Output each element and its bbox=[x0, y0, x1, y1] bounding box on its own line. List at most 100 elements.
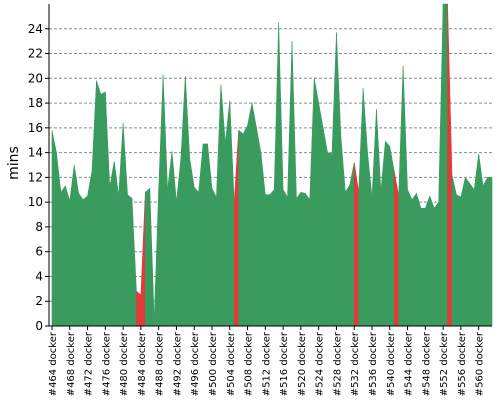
area-segment bbox=[371, 109, 377, 327]
x-tick-label: #524 docker bbox=[315, 331, 326, 396]
area-segment bbox=[398, 65, 404, 327]
area-segment bbox=[176, 158, 182, 327]
area-segment bbox=[256, 127, 262, 327]
x-tick-label: #516 docker bbox=[279, 331, 290, 396]
x-tick-label: #492 docker bbox=[172, 331, 183, 396]
area-segment bbox=[207, 143, 213, 327]
x-tick-label: #548 docker bbox=[421, 331, 432, 396]
area-segment bbox=[260, 152, 266, 327]
area-segment bbox=[456, 194, 462, 327]
area-segment bbox=[118, 122, 124, 327]
area-segment bbox=[287, 41, 293, 327]
x-tick-label: #464 docker bbox=[48, 331, 59, 396]
area-segment bbox=[411, 192, 417, 327]
area-segment bbox=[416, 193, 422, 327]
y-tick-label: 0 bbox=[35, 319, 43, 333]
area-segment bbox=[389, 146, 395, 327]
area-series bbox=[51, 3, 493, 327]
area-segment-failed bbox=[353, 162, 359, 327]
y-tick-label: 6 bbox=[35, 245, 43, 259]
area-segment bbox=[216, 84, 222, 327]
area-segment bbox=[149, 188, 155, 327]
area-segment bbox=[158, 74, 164, 327]
x-tick-label: #528 docker bbox=[332, 331, 343, 396]
area-segment bbox=[69, 164, 75, 327]
area-segment bbox=[349, 162, 355, 327]
x-tick-label: #496 docker bbox=[190, 331, 201, 396]
area-segment bbox=[420, 208, 426, 327]
y-tick-label: 14 bbox=[28, 146, 43, 160]
x-tick-label: #472 docker bbox=[84, 331, 95, 396]
area-segment bbox=[331, 32, 337, 327]
area-segment bbox=[220, 84, 226, 327]
area-segment bbox=[198, 143, 204, 327]
x-tick-label: #476 docker bbox=[101, 331, 112, 396]
area-segment bbox=[60, 185, 66, 327]
area-segment bbox=[238, 129, 244, 327]
area-segment bbox=[73, 164, 79, 327]
area-segment bbox=[482, 177, 488, 327]
area-segment bbox=[376, 109, 382, 327]
area-segment bbox=[313, 78, 319, 327]
area-segment bbox=[91, 80, 97, 327]
x-tick-label: #520 docker bbox=[297, 331, 308, 396]
area-segment bbox=[305, 192, 311, 327]
area-segment bbox=[109, 161, 115, 327]
area-segment bbox=[296, 191, 302, 327]
area-segment bbox=[269, 188, 275, 327]
y-tick-label: 10 bbox=[28, 195, 43, 209]
area-segment bbox=[185, 75, 191, 327]
x-tick-label: #544 docker bbox=[404, 331, 415, 396]
x-tick-label: #484 docker bbox=[137, 331, 148, 396]
area-segment bbox=[318, 103, 324, 327]
area-segment bbox=[87, 171, 93, 327]
area-segment bbox=[465, 176, 471, 327]
area-segment bbox=[145, 187, 151, 327]
x-tick-label: #556 docker bbox=[457, 331, 468, 396]
area-segment bbox=[229, 100, 235, 327]
area-segment bbox=[385, 140, 391, 327]
area-segment bbox=[327, 152, 333, 327]
x-tick-label: #504 docker bbox=[226, 331, 237, 396]
x-tick-label: #532 docker bbox=[350, 331, 361, 396]
area-segment bbox=[478, 153, 484, 327]
y-tick-label: 20 bbox=[28, 71, 43, 85]
y-tick-label: 12 bbox=[28, 170, 43, 184]
area-segment-failed bbox=[447, 3, 453, 327]
area-segment bbox=[358, 88, 364, 327]
y-axis-label: mins bbox=[6, 146, 22, 180]
x-tick-label: #468 docker bbox=[66, 331, 77, 396]
x-tick-label: #536 docker bbox=[368, 331, 379, 396]
area-segment bbox=[291, 41, 297, 327]
area-segment bbox=[278, 22, 284, 327]
area-segment bbox=[131, 198, 137, 327]
area-segment-failed bbox=[140, 192, 146, 327]
area-segment bbox=[189, 158, 195, 327]
x-tick-label: #512 docker bbox=[261, 331, 272, 396]
area-segment bbox=[282, 188, 288, 327]
area-segment bbox=[78, 192, 84, 327]
area-segment bbox=[202, 143, 208, 327]
x-tick-label: #488 docker bbox=[155, 331, 166, 396]
area-segment bbox=[113, 161, 119, 327]
area-segment bbox=[167, 151, 173, 327]
area-segment bbox=[438, 3, 444, 327]
area-segment bbox=[122, 122, 128, 327]
area-segment bbox=[265, 194, 271, 327]
area-segment bbox=[127, 194, 133, 327]
x-tick-label: #540 docker bbox=[386, 331, 397, 396]
area-segment bbox=[51, 130, 57, 327]
area-segment bbox=[451, 174, 457, 327]
area-segment bbox=[211, 188, 217, 327]
y-tick-label: 16 bbox=[28, 121, 43, 135]
y-tick-label: 4 bbox=[35, 269, 43, 283]
area-segment bbox=[429, 195, 435, 327]
y-tick-label: 2 bbox=[35, 294, 43, 308]
x-tick-label: #480 docker bbox=[119, 331, 130, 396]
area-segment bbox=[336, 32, 342, 327]
area-segment bbox=[300, 191, 306, 327]
area-segment bbox=[309, 78, 315, 327]
area-segment bbox=[180, 75, 186, 327]
area-segment-failed bbox=[136, 290, 142, 327]
